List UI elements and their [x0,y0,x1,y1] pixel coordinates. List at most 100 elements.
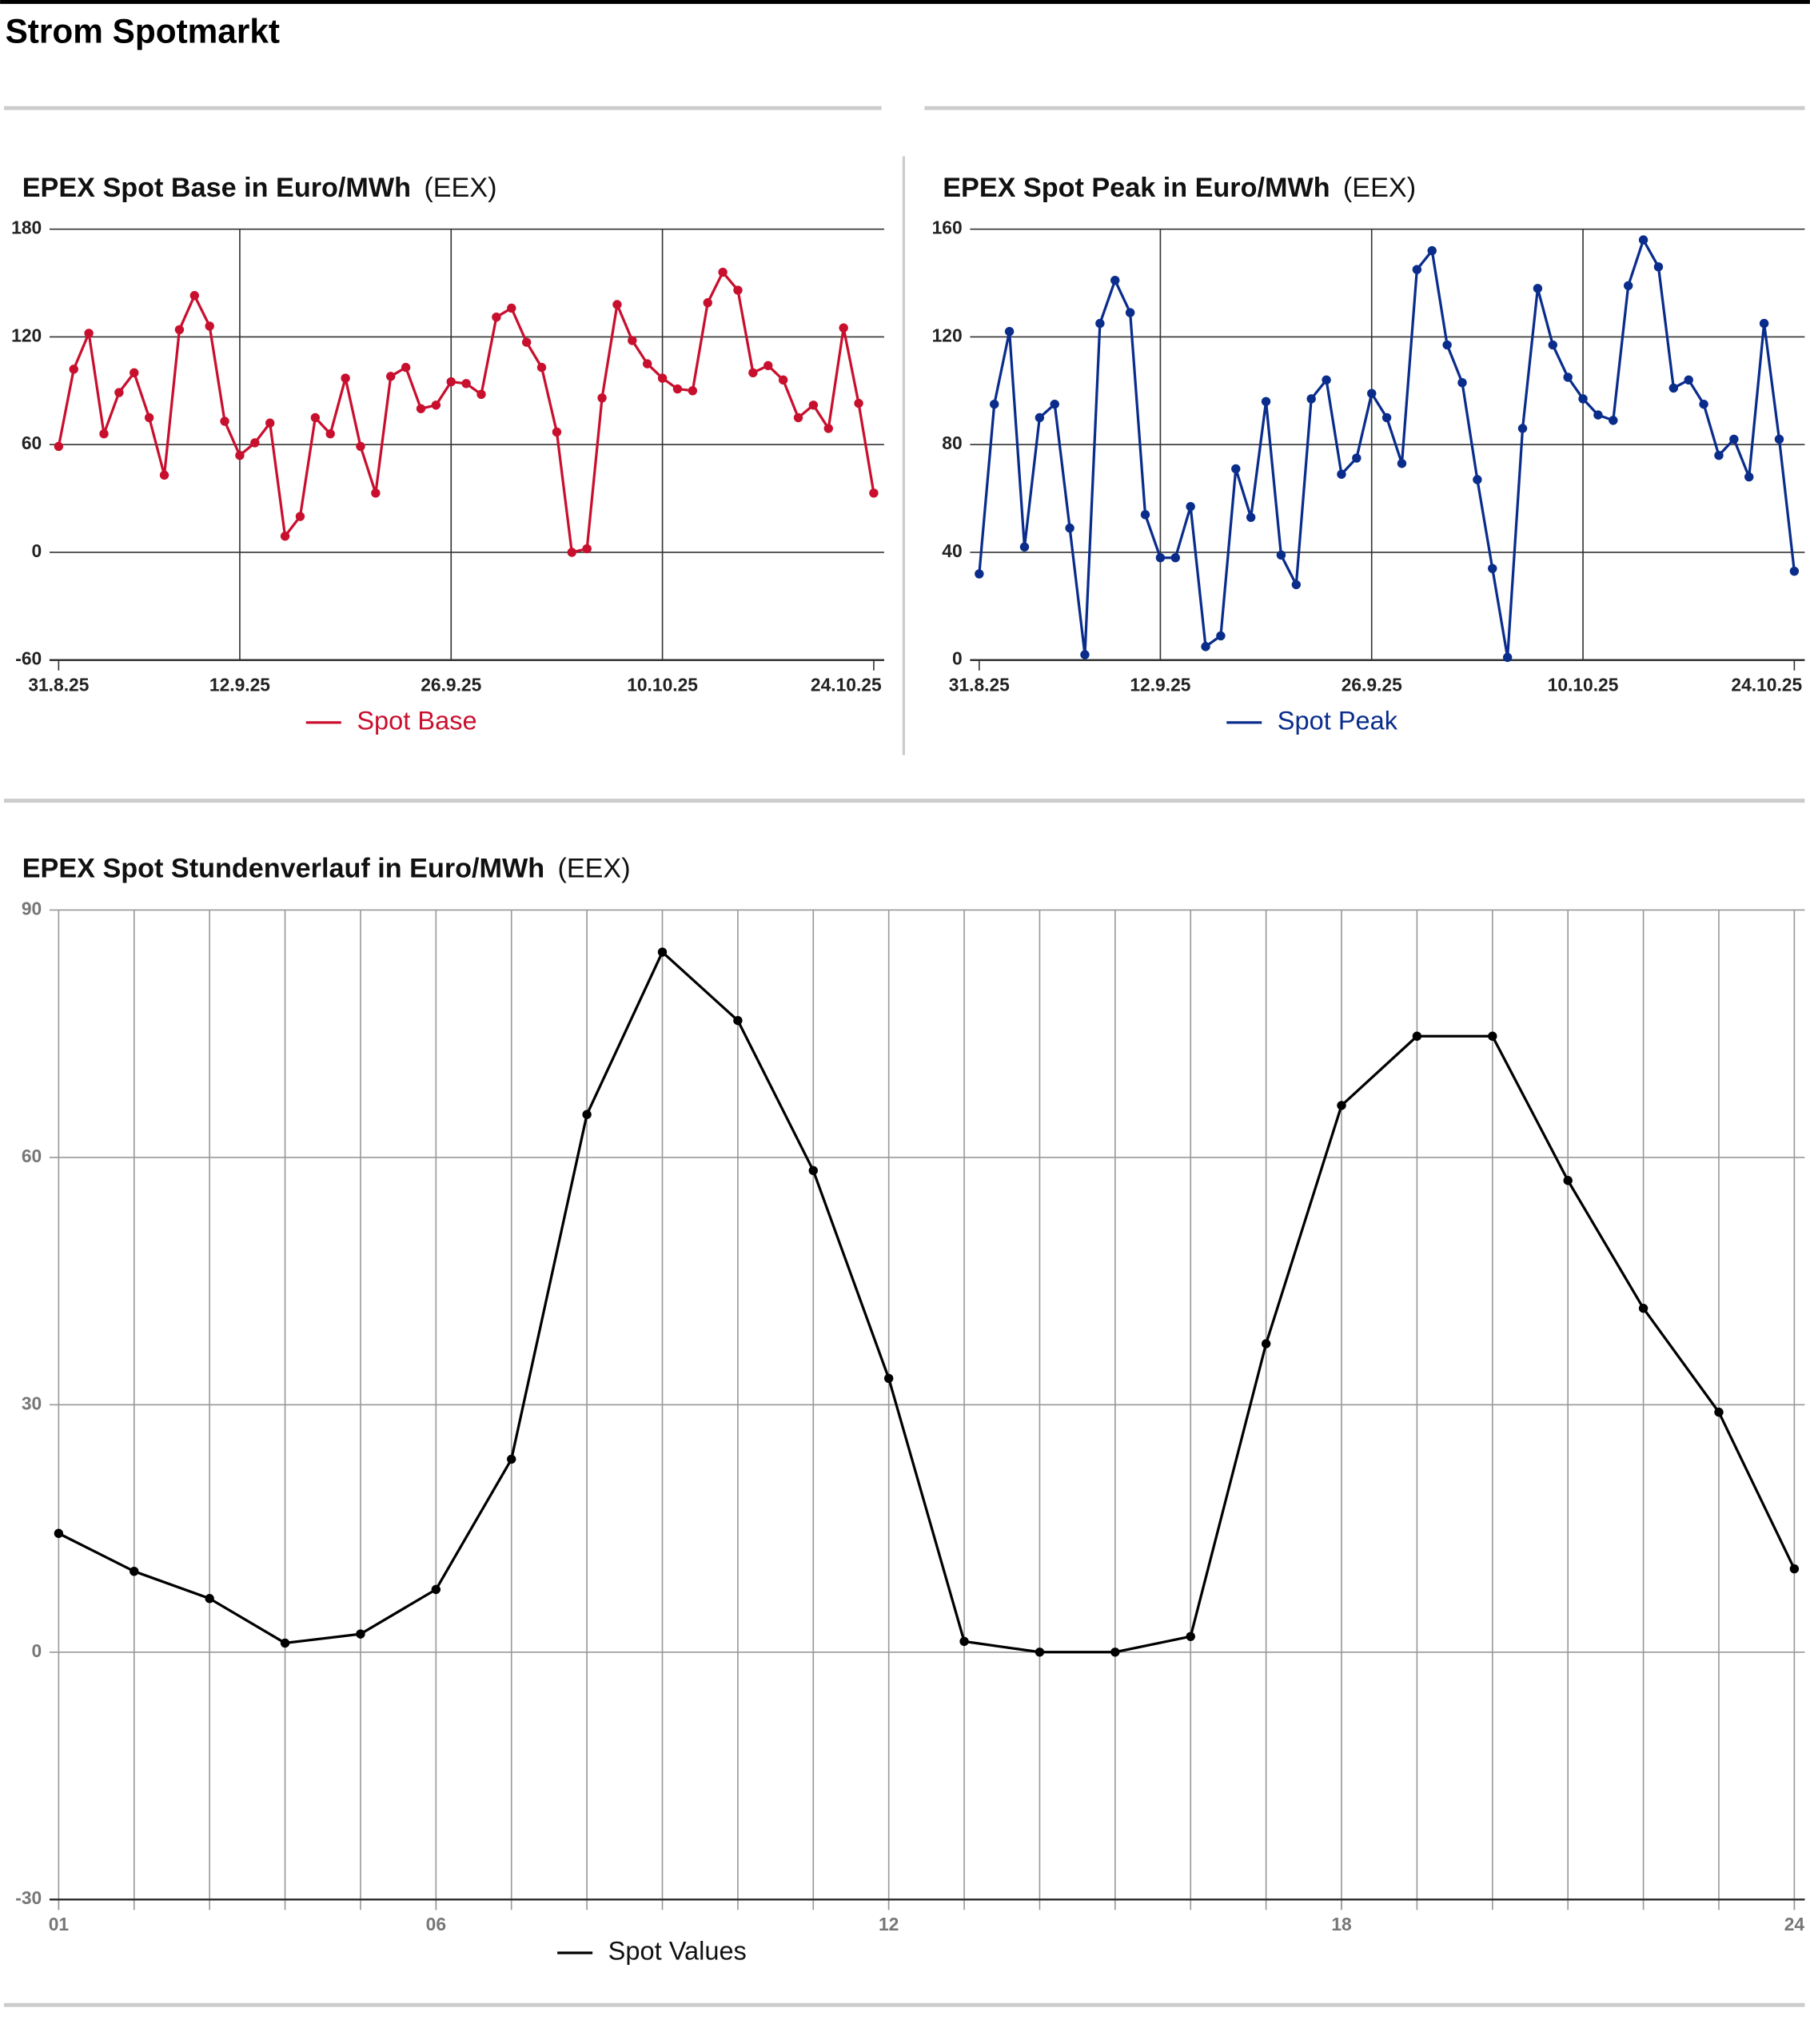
data-point [1442,340,1452,350]
data-point [310,412,321,423]
data-point [1609,416,1618,425]
y-tick-label: -60 [15,648,42,669]
chart-source: (EEX) [424,173,496,203]
data-point [84,329,94,338]
series-line [58,950,1796,1654]
data-point [1186,501,1195,512]
x-tick-label: 24.10.25 [811,674,882,695]
y-tick-label: 90 [22,898,42,918]
y-tick-label: 0 [32,540,42,561]
data-point [1337,469,1346,479]
data-point [1653,262,1664,272]
data-point [295,512,305,521]
data-point [1291,580,1302,590]
x-tick-label: 06 [426,1914,446,1934]
data-point [1774,434,1784,444]
data-point [280,1638,290,1648]
data-point [959,1636,969,1647]
legend-label: Spot Values [608,1937,747,1966]
data-point [371,488,381,498]
chart-title: EPEX Spot Peak in Euro/MWh (EEX) [943,173,1416,203]
data-point [672,384,683,394]
data-point [159,470,169,480]
y-tick-label: 120 [11,325,42,345]
data-point [1004,326,1015,337]
data-point [1261,396,1271,406]
data-point [1412,265,1422,274]
x-tick-label: 01 [49,1914,70,1934]
x-tick-label: 12.9.25 [1130,674,1190,695]
data-point [1261,1339,1271,1349]
data-point [386,372,396,381]
y-tick-label: 160 [932,217,963,238]
data-point [1050,399,1059,409]
data-point [69,365,78,374]
data-point [1699,399,1708,409]
data-point [1533,284,1543,293]
data-point [808,400,819,410]
data-point [114,388,124,397]
data-point [280,532,290,541]
data-point [144,412,154,423]
data-point [763,361,773,371]
data-point [521,337,532,347]
page-title: Strom Spotmarkt [6,13,280,50]
data-point [1638,235,1649,245]
data-point [1367,388,1377,398]
data-point [1502,652,1513,663]
data-point [582,1110,592,1119]
data-point [1578,394,1588,404]
data-point [703,298,712,308]
data-point [1789,566,1800,576]
data-point [1563,373,1573,382]
charts: EPEX Spot Base in Euro/MWh (EEX)-60060120… [11,173,1805,1966]
data-point [1035,1648,1045,1657]
data-point [446,377,456,387]
data-point [552,427,562,437]
data-point [1140,510,1150,520]
data-point [1035,412,1045,423]
data-point [235,450,245,460]
data-point [1095,318,1105,329]
data-point [189,291,199,301]
data-point [431,1584,441,1595]
data-point [476,389,486,399]
data-point [975,569,984,579]
data-point [1548,340,1557,350]
data-point [1065,523,1074,533]
chart-title: EPEX Spot Stundenverlauf in Euro/MWh (EEX… [22,854,631,884]
data-point [1231,464,1241,474]
data-point [1488,1031,1497,1041]
chart-source: (EEX) [1343,173,1416,203]
data-point [1457,377,1467,388]
x-tick-label: 12 [879,1914,899,1934]
data-point [341,373,350,383]
data-point [130,368,139,378]
data-point [1246,512,1256,522]
x-tick-label: 31.8.25 [28,674,89,695]
data-point [718,267,728,277]
data-point [1563,1176,1573,1185]
data-point [733,285,743,295]
data-point [883,1373,894,1384]
chart: EPEX Spot Base in Euro/MWh (EEX) -60 0 60 120… [11,173,884,735]
data-point [174,325,185,335]
data-point [431,400,441,410]
data-point [54,441,64,452]
y-tick-label: 60 [22,432,42,453]
data-point [1381,412,1392,423]
data-point [1019,542,1030,552]
data-point [1201,642,1210,651]
data-point [356,1629,365,1639]
data-point [325,429,335,439]
chart: EPEX Spot Peak in Euro/MWh (EEX) 0 40 80 120 1… [932,173,1805,735]
data-point [628,336,637,345]
data-point [1744,472,1754,482]
data-point [1638,1303,1649,1313]
data-point [567,548,577,557]
data-point [1427,245,1437,256]
data-point [612,300,622,309]
data-point [854,398,863,408]
x-tick-label: 10.10.25 [627,674,698,695]
data-point [1337,1101,1346,1110]
